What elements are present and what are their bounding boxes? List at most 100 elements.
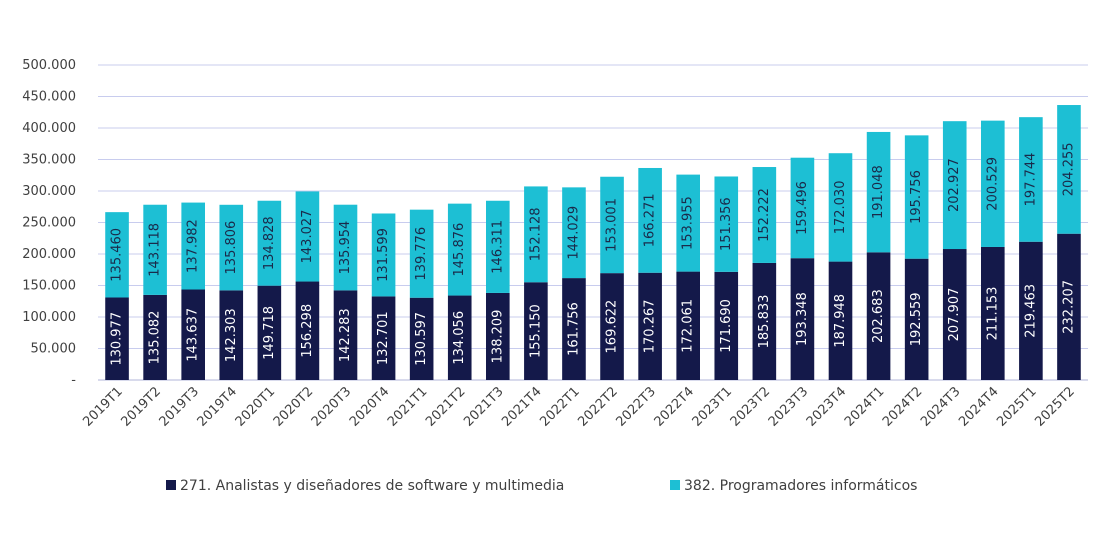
bar-programadores-2022T3 [638,167,662,273]
bar-programadores-2023T2 [752,167,777,263]
value-label-programadores-2024T1: 191.048 [871,165,886,219]
legend-analistas-label: 271. Analistas y diseñadores de software… [180,478,564,494]
value-label-programadores-2024T4: 200.529 [985,157,1000,211]
bar-programadores-2022T4 [676,174,700,272]
bar-programadores-2019T1 [105,212,129,298]
bar-programadores-2019T4 [219,204,244,291]
value-label-analistas-2024T4: 211.153 [985,287,1000,341]
value-label-programadores-2022T1: 144.029 [566,206,581,260]
value-label-programadores-2021T3: 146.311 [490,220,505,274]
value-label-programadores-2021T4: 152.128 [528,207,543,261]
x-tick-label-2023T2: 2023T2 [728,384,773,429]
bar-programadores-2021T3 [486,200,510,293]
value-label-programadores-2024T2: 195.756 [909,170,924,224]
legend-analistas-swatch [166,480,176,490]
value-label-programadores-2019T4: 135.806 [224,221,239,275]
bar-programadores-2025T1 [1019,117,1043,242]
x-tick-label-2021T2: 2021T2 [423,384,468,429]
bar-analistas-2020T2 [295,281,320,380]
bar-analistas-2021T1 [409,297,434,380]
x-tick-label-2024T1: 2024T1 [842,384,887,429]
bar-programadores-2025T2 [1057,105,1081,234]
value-label-analistas-2024T3: 207.907 [947,288,962,342]
value-label-programadores-2023T3: 159.496 [795,181,810,235]
bar-programadores-2020T3 [333,204,358,291]
x-tick-label-2025T2: 2025T2 [1032,384,1077,429]
value-label-analistas-2024T1: 202.683 [871,289,886,343]
value-label-analistas-2022T3: 170.267 [643,299,658,353]
value-label-analistas-2019T4: 142.303 [224,308,239,362]
bar-programadores-2020T1 [257,200,282,286]
bar-analistas-2021T2 [447,295,472,380]
value-label-analistas-2019T2: 135.082 [148,311,163,365]
value-label-analistas-2022T2: 169.622 [605,300,620,354]
bar-analistas-2022T2 [600,273,624,380]
value-label-analistas-2020T1: 149.718 [262,306,277,360]
y-tick-label-1: 50.000 [31,342,77,357]
bar-analistas-2021T4 [524,282,548,380]
bar-analistas-2020T4 [371,296,396,380]
bar-analistas-2020T1 [257,285,282,380]
bar-analistas-2024T4 [981,246,1005,380]
value-label-analistas-2023T2: 185.833 [757,295,772,349]
value-label-analistas-2021T2: 134.056 [452,311,467,365]
x-tick-label-2025T1: 2025T1 [994,384,1039,429]
bar-analistas-2023T1 [714,271,739,380]
bar-analistas-2025T2 [1057,233,1081,380]
x-tick-label-2022T2: 2022T2 [575,384,620,429]
bar-programadores-2021T4 [524,186,548,283]
value-label-analistas-2021T4: 155.150 [528,304,543,358]
bar-programadores-2023T3 [790,157,815,259]
bar-programadores-2024T4 [981,120,1005,247]
x-tick-label-2023T1: 2023T1 [690,384,735,429]
value-label-programadores-2020T3: 135.954 [338,221,353,275]
bar-programadores-2023T1 [714,176,739,272]
y-tick-label-9: 450.000 [22,90,76,105]
value-label-programadores-2023T4: 172.030 [833,181,848,235]
bar-programadores-2022T1 [562,187,586,279]
value-label-analistas-2020T3: 142.283 [338,308,353,362]
bar-programadores-2019T3 [181,202,205,290]
bar-analistas-2019T4 [219,290,244,380]
bar-programadores-2019T2 [143,204,167,295]
x-tick-label-2023T4: 2023T4 [804,384,849,429]
value-label-analistas-2023T4: 187.948 [833,294,848,348]
value-label-analistas-2020T2: 156.298 [300,304,315,358]
bar-programadores-2024T2 [904,135,929,259]
value-label-analistas-2023T1: 171.690 [719,299,734,353]
value-label-programadores-2022T2: 153.001 [605,198,620,252]
value-label-analistas-2024T2: 192.559 [909,292,924,346]
x-tick-label-2024T2: 2024T2 [880,384,925,429]
value-label-analistas-2022T1: 161.756 [566,302,581,356]
bar-analistas-2019T1 [105,297,129,380]
x-tick-label-2019T3: 2019T3 [157,384,202,429]
x-tick-label-2020T1: 2020T1 [233,384,278,429]
y-tick-label-5: 250.000 [22,216,76,231]
x-tick-label-2021T4: 2021T4 [499,384,544,429]
value-label-analistas-2025T2: 232.207 [1061,280,1076,334]
bar-analistas-2019T2 [143,294,167,380]
bar-programadores-2021T2 [447,203,472,296]
bar-programadores-2022T2 [600,176,624,274]
value-label-analistas-2023T3: 193.348 [795,292,810,346]
x-tick-label-2021T1: 2021T1 [385,384,430,429]
legend-programadores-label: 382. Programadores informáticos [684,478,917,494]
bar-analistas-2020T3 [333,290,358,380]
legend-programadores-swatch [670,480,680,490]
y-tick-label-6: 300.000 [22,184,76,199]
x-tick-label-2020T2: 2020T2 [271,384,316,429]
value-label-programadores-2023T2: 152.222 [757,188,772,242]
x-tick-label-2024T3: 2024T3 [918,384,963,429]
bar-analistas-2019T3 [181,289,205,380]
bar-analistas-2025T1 [1019,241,1043,380]
bar-programadores-2023T4 [828,153,853,262]
x-tick-label-2020T4: 2020T4 [347,384,392,429]
x-tick-label-2019T1: 2019T1 [80,384,125,429]
bar-analistas-2023T4 [828,261,853,380]
value-label-programadores-2022T3: 166.271 [643,193,658,247]
bar-analistas-2022T3 [638,272,662,380]
bar-analistas-2022T4 [676,271,700,380]
bar-analistas-2024T3 [942,249,967,380]
